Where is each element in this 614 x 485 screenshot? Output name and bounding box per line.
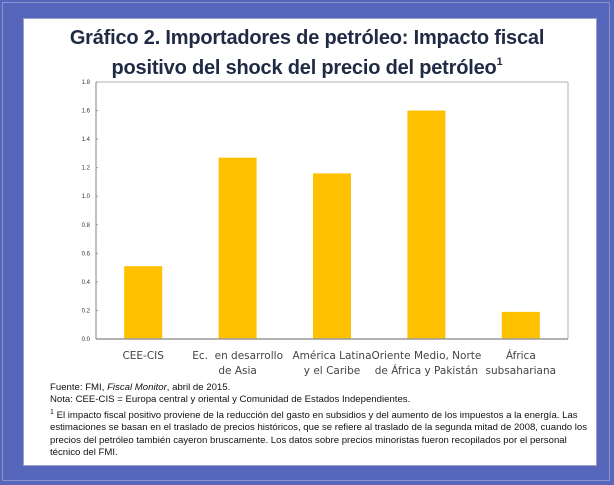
footnote: 1 El impacto fiscal positivo proviene de… <box>50 407 595 460</box>
x-category-label: América Latina <box>292 350 371 362</box>
bar <box>313 173 351 339</box>
chart-notes: Fuente: FMI, Fiscal Monitor, abril de 20… <box>50 382 595 460</box>
chart-panel <box>23 18 597 466</box>
bar <box>501 311 540 339</box>
bar <box>407 110 446 339</box>
footnote-text: El impacto fiscal positivo proviene de l… <box>50 410 588 459</box>
y-tick-label: 0.2 <box>82 308 91 314</box>
y-tick-label: 1.0 <box>82 194 91 200</box>
x-category-label: de Asia <box>218 365 256 377</box>
bar <box>218 157 257 339</box>
x-category-label: Ec. en desarrollo <box>192 350 283 362</box>
title-line-2-text: positivo del shock del precio del petról… <box>111 57 497 79</box>
y-tick-label: 0.0 <box>82 337 91 343</box>
footnote-mark: 1 <box>50 408 54 416</box>
title-line-2: positivo del shock del precio del petról… <box>0 50 614 80</box>
x-category-label: de África y Pakistán <box>375 364 478 377</box>
y-tick-label: 0.4 <box>82 280 91 286</box>
y-tick-label: 1.2 <box>82 166 91 172</box>
x-category-label: Oriente Medio, Norte <box>371 350 481 362</box>
source-line: Fuente: FMI, Fiscal Monitor, abril de 20… <box>50 382 595 394</box>
source-suffix: , abril de 2015. <box>166 382 231 393</box>
x-category-label: África <box>506 349 536 362</box>
title-footnote-mark: 1 <box>496 56 503 68</box>
y-tick-label: 1.8 <box>82 80 91 86</box>
chart-title: Gráfico 2. Importadores de petróleo: Imp… <box>0 26 614 80</box>
x-category-label: y el Caribe <box>304 365 360 377</box>
y-tick-label: 0.8 <box>82 223 91 229</box>
source-publication: Fiscal Monitor <box>107 382 167 393</box>
note-line: Nota: CEE-CIS = Europa central y orienta… <box>50 394 411 406</box>
title-line-1: Gráfico 2. Importadores de petróleo: Imp… <box>69 27 545 49</box>
y-tick-label: 0.6 <box>82 251 91 257</box>
y-tick-label: 1.4 <box>82 137 91 143</box>
x-category-label: CEE-CIS <box>122 350 164 362</box>
source-prefix: Fuente: FMI, <box>50 382 108 393</box>
x-category-label: subsahariana <box>486 365 557 377</box>
plot-area: 0.0 0.2 0.4 0.6 0.8 1.0 1.2 1.4 1.6 1.8 CEE-CIS Ec.… <box>82 80 569 377</box>
bar <box>124 266 163 339</box>
y-tick-label: 1.6 <box>82 109 91 115</box>
outer-frame <box>2 2 610 481</box>
